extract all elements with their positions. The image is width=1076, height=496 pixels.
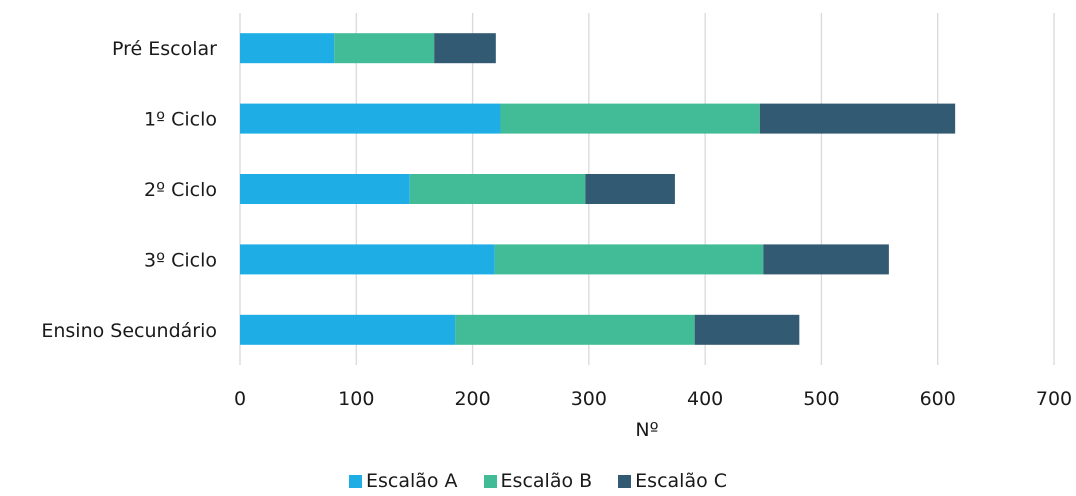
legend-swatch bbox=[348, 474, 362, 488]
legend: Escalão A Escalão B Escalão C bbox=[0, 470, 1076, 492]
bar-segment bbox=[240, 244, 495, 275]
x-tick-label: 300 bbox=[571, 388, 607, 410]
bar-segment bbox=[694, 314, 800, 345]
bar-segment bbox=[240, 174, 410, 204]
bar-segment bbox=[585, 174, 675, 204]
legend-label: Escalão C bbox=[635, 470, 728, 492]
x-tick-label: 700 bbox=[1036, 388, 1072, 410]
category-label: 1º Ciclo bbox=[144, 109, 217, 131]
x-axis-title: Nº bbox=[635, 419, 658, 441]
bar-segment bbox=[334, 33, 435, 64]
legend-item: Escalão B bbox=[483, 470, 593, 492]
category-label: 3º Ciclo bbox=[144, 249, 217, 271]
bar-segment bbox=[494, 244, 764, 275]
bar-segment bbox=[240, 103, 501, 134]
x-tick-label: 600 bbox=[920, 388, 956, 410]
legend-item: Escalão A bbox=[348, 470, 458, 492]
bar-segment bbox=[759, 103, 956, 134]
x-tick-label: 100 bbox=[338, 388, 374, 410]
legend-label: Escalão A bbox=[365, 470, 458, 492]
legend-swatch bbox=[618, 474, 632, 488]
bar-segment bbox=[409, 174, 586, 204]
x-tick-label: 500 bbox=[803, 388, 839, 410]
legend-swatch bbox=[483, 474, 497, 488]
bar-segment bbox=[500, 103, 760, 134]
bar-segment bbox=[455, 314, 695, 345]
bar-segment bbox=[240, 314, 456, 345]
x-tick-label: 0 bbox=[234, 388, 246, 410]
legend-label: Escalão B bbox=[500, 470, 593, 492]
category-label: Ensino Secundário bbox=[41, 320, 217, 342]
x-tick-label: 400 bbox=[687, 388, 723, 410]
category-label: 2º Ciclo bbox=[144, 179, 217, 201]
bars bbox=[240, 33, 956, 345]
bar-segment bbox=[240, 33, 335, 64]
bar-segment bbox=[763, 244, 889, 275]
x-axis-tick-labels: 0 100 200 300 400 500 600 700 bbox=[234, 388, 1072, 410]
category-label: Pré Escolar bbox=[112, 38, 217, 60]
y-axis-labels: Pré Escolar 1º Ciclo 2º Ciclo 3º Ciclo Ensin… bbox=[41, 38, 217, 342]
bar-segment bbox=[434, 33, 496, 64]
x-tick-label: 200 bbox=[454, 388, 490, 410]
legend-item: Escalão C bbox=[618, 470, 727, 492]
